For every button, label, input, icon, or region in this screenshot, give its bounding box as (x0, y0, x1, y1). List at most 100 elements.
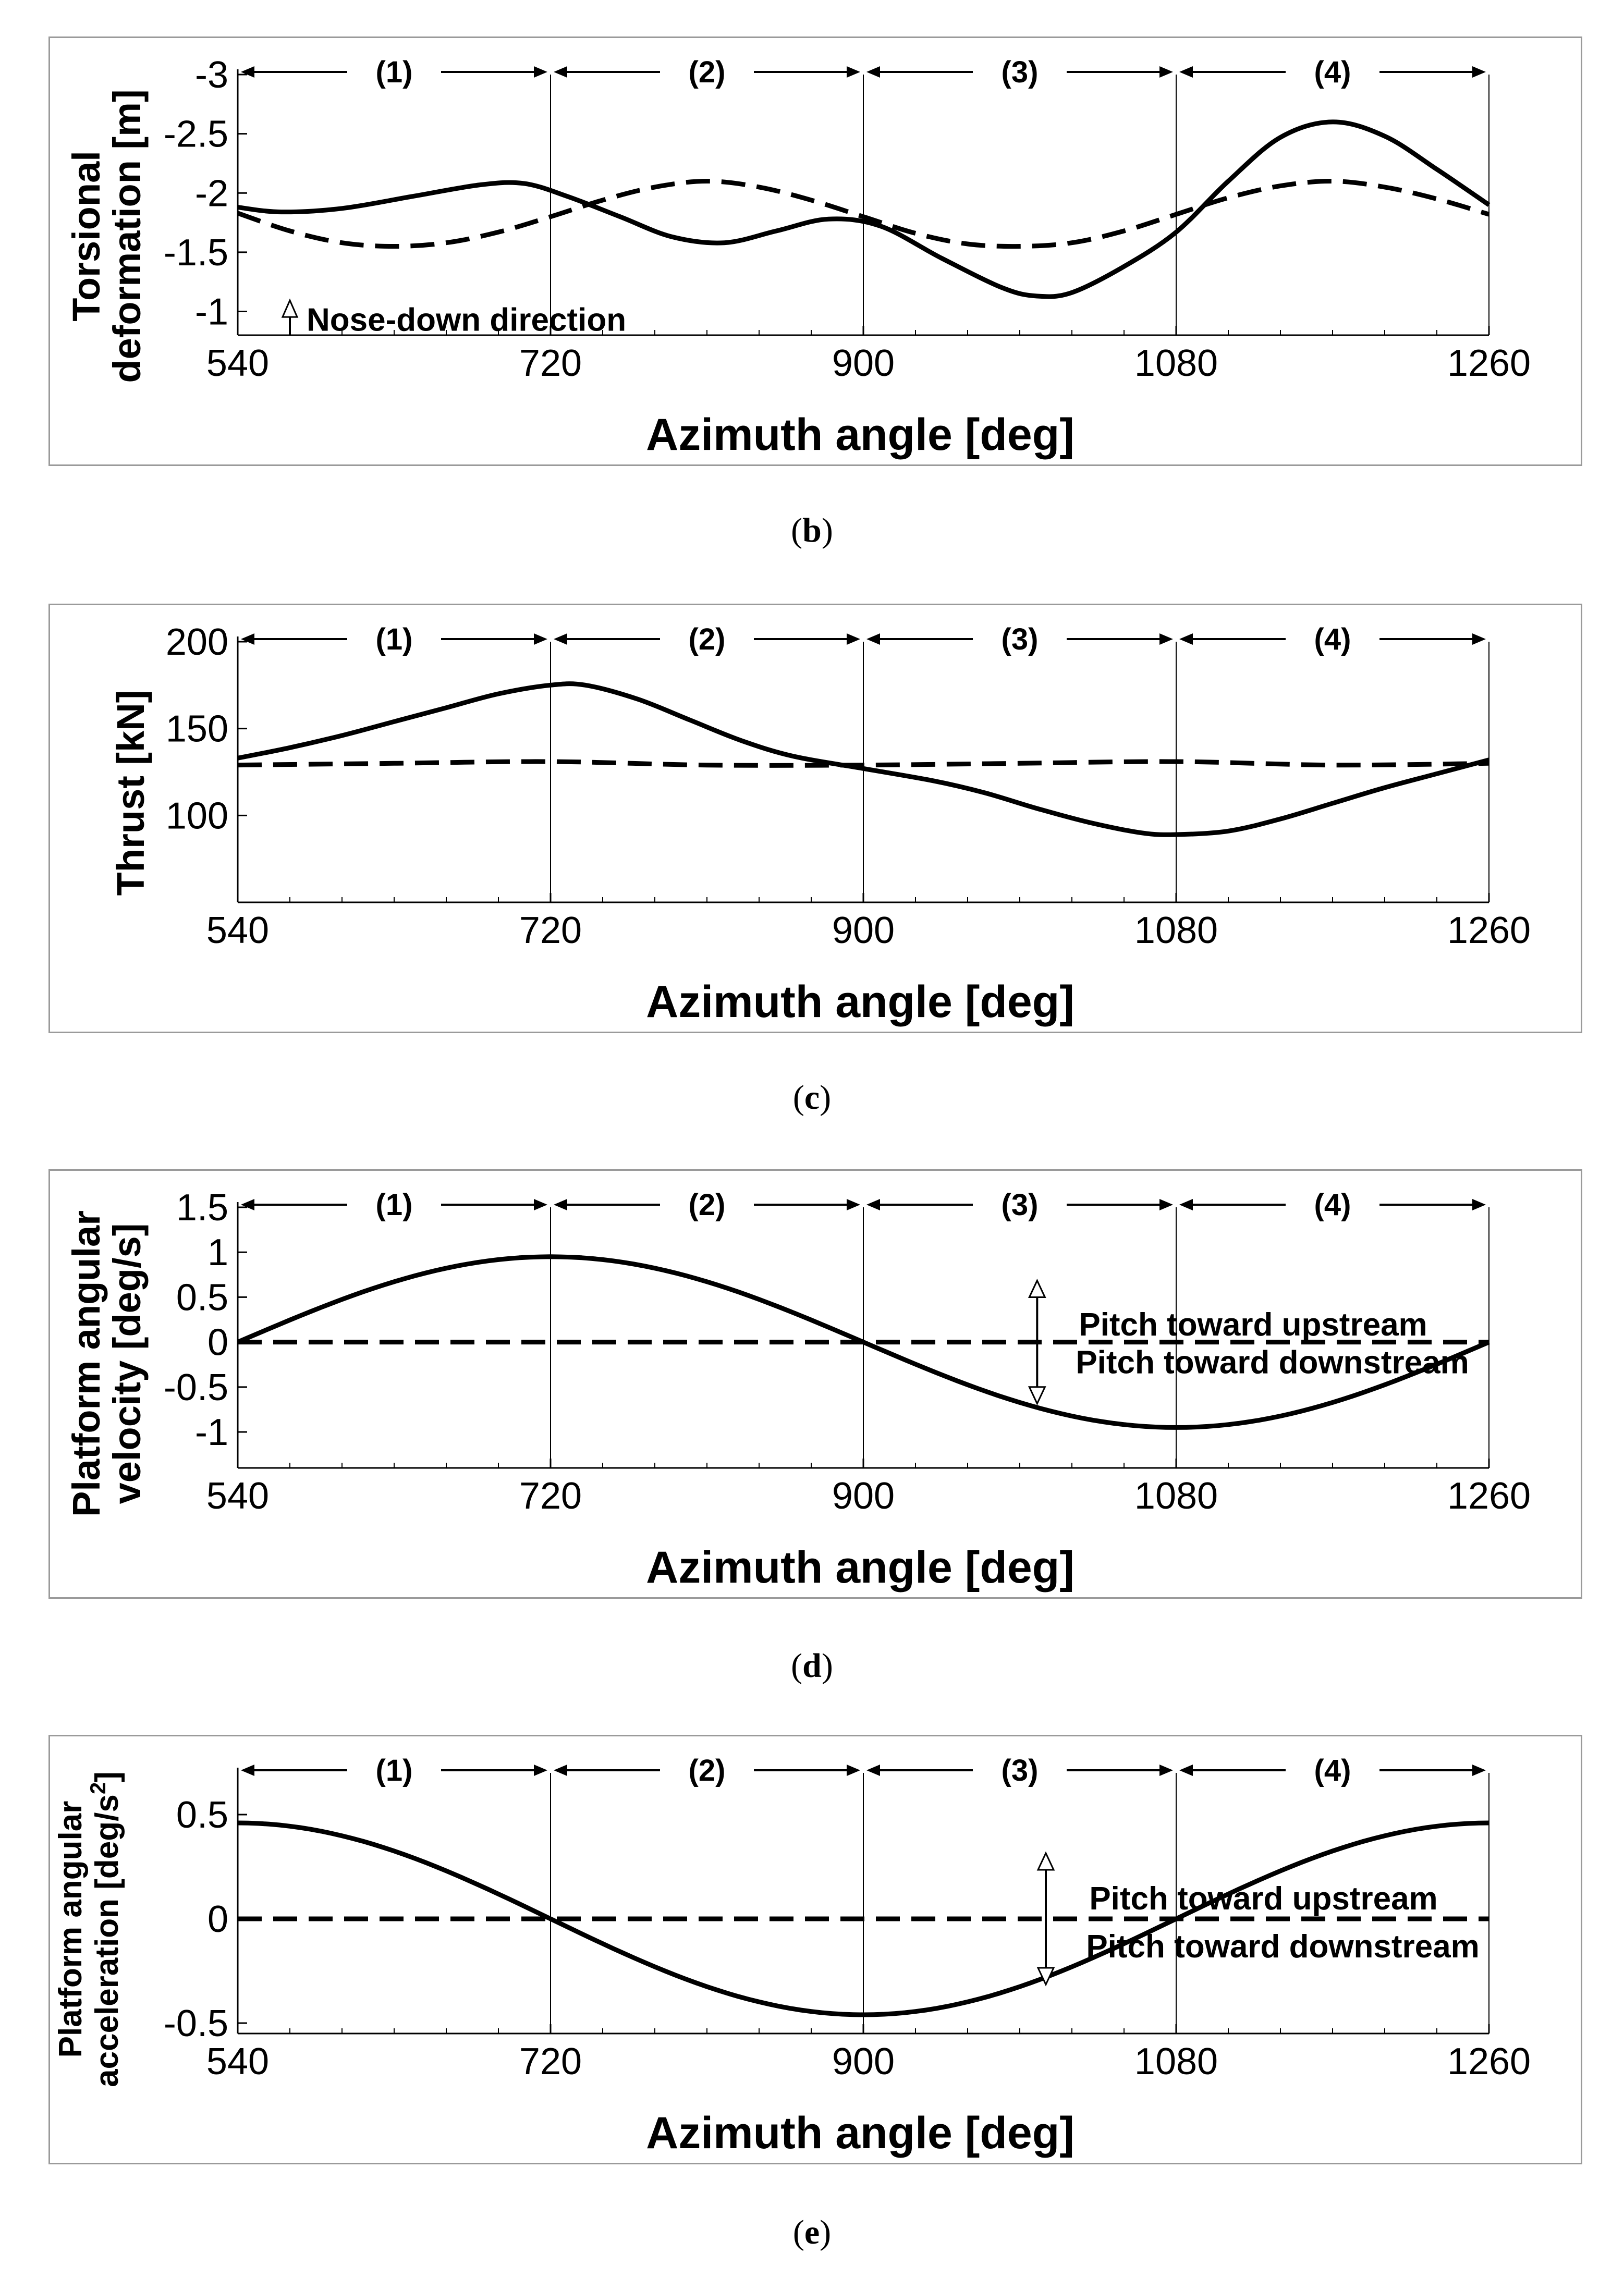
segment-arrowhead (866, 633, 880, 645)
segment-arrowhead (1472, 66, 1486, 78)
segment-arrowhead (554, 1199, 567, 1210)
segment-label: (2) (689, 1188, 726, 1222)
chart-b-svg: 540 720 900 1080 1260 -3 -2.5 -2 -1.5 -1 (1) (2) (3… (65, 54, 1531, 460)
y-axis-label: Platform angular (53, 1801, 89, 2058)
segment-arrowhead (534, 1199, 547, 1210)
caption-d: (d) (791, 1647, 833, 1685)
y-tick-label: 0.5 (176, 1277, 228, 1318)
pitch-upstream-label: Pitch toward upstream (1089, 1881, 1437, 1917)
segment-arrowhead (847, 633, 860, 645)
x-axis-label: Azimuth angle [deg] (646, 1542, 1074, 1593)
segment-arrowhead (866, 1765, 880, 1776)
segment-arrowhead (241, 633, 254, 645)
segment-label: (1) (376, 55, 413, 89)
segment-label: (1) (376, 622, 413, 656)
segment-label: (2) (689, 622, 726, 656)
segment-label: (3) (1002, 55, 1039, 89)
caption-e: (e) (792, 2213, 832, 2251)
segment-arrowhead (1159, 633, 1173, 645)
x-tick-label: 540 (206, 342, 269, 384)
x-tick-label: 540 (206, 1475, 269, 1517)
segment-arrowhead (1472, 1199, 1486, 1210)
segment-arrowhead (847, 66, 860, 78)
segment-arrowhead (847, 1765, 860, 1776)
x-tick-label: 1080 (1134, 910, 1218, 951)
chart-panel-d: 540 720 900 1080 1260 1.5 1 0.5 0 -0.5 -1 (1) (2) (3… (48, 1169, 1582, 1599)
chart-e-svg: 540 720 900 1080 1260 0.5 0 -0.5 (1) (2) (3) (4) Pi… (53, 1754, 1531, 2158)
y-tick-label: 0.5 (176, 1794, 228, 1836)
x-tick-label: 1080 (1134, 342, 1218, 384)
segment-arrowhead (866, 66, 880, 78)
y-tick-label: -2.5 (164, 114, 228, 155)
x-tick-label: 720 (519, 1475, 582, 1517)
segment-arrowhead (554, 66, 567, 78)
pitch-arrowhead-down (1036, 1967, 1055, 1987)
chart-panel-e: 540 720 900 1080 1260 0.5 0 -0.5 (1) (2) (3) (4) Pi… (48, 1735, 1582, 2164)
y-axis-label-line2: velocity [deg/s] (105, 1223, 149, 1504)
segment-arrowhead (847, 1199, 860, 1210)
segment-arrowhead (554, 633, 567, 645)
y-tick-label: 0 (207, 1322, 228, 1364)
x-tick-label: 1260 (1447, 1475, 1531, 1517)
segment-arrowhead (1179, 1199, 1193, 1210)
y-axis-label-superscript: 2 (86, 1782, 110, 1794)
series-line-dashed (237, 759, 1489, 768)
x-tick-label: 720 (519, 342, 582, 384)
x-axis-label: Azimuth angle [deg] (646, 410, 1074, 460)
chart-d-svg: 540 720 900 1080 1260 1.510.50-0.5-1 (1) (2) (3… (65, 1187, 1531, 1593)
y-tick-label: -0.5 (164, 2003, 228, 2044)
segment-arrowhead (554, 1765, 567, 1776)
x-tick-label: 1080 (1134, 1475, 1218, 1517)
segment-arrowhead (1159, 1199, 1173, 1210)
pitch-downstream-label: Pitch toward downstream (1086, 1929, 1479, 1965)
segment-arrowhead (1179, 1765, 1193, 1776)
y-tick-label: 100 (166, 795, 228, 837)
segment-arrowhead (1179, 633, 1193, 645)
segment-arrowhead (241, 1199, 254, 1210)
caption-b: (b) (791, 511, 833, 549)
segment-arrowhead (1159, 66, 1173, 78)
y-tick-label: -1 (195, 291, 228, 333)
x-tick-label: 1260 (1447, 342, 1531, 384)
segment-arrowhead (534, 633, 547, 645)
y-axis-label-main: acceleration [deg/s (89, 1794, 125, 2087)
y-tick-label: -1.5 (164, 232, 228, 274)
segment-arrowhead (241, 66, 254, 78)
pitch-arrowhead-up (1036, 1851, 1055, 1871)
segment-label: (2) (689, 55, 726, 89)
y-axis-label-close: ] (89, 1771, 125, 1782)
y-tick-label: 1.5 (176, 1187, 228, 1229)
x-tick-label: 1080 (1134, 2041, 1218, 2083)
pitch-arrowhead-up (1028, 1279, 1046, 1299)
y-axis-label: Torsional (65, 151, 108, 322)
segment-label: (4) (1314, 1188, 1351, 1222)
segment-arrowhead (241, 1765, 254, 1776)
segment-arrowhead (534, 66, 547, 78)
y-axis-label: Platform angular (65, 1210, 108, 1517)
segment-label: (3) (1002, 1188, 1039, 1222)
x-tick-label: 720 (519, 910, 582, 951)
x-axis-label: Azimuth angle [deg] (646, 977, 1074, 1027)
segment-arrowhead (1159, 1765, 1173, 1776)
x-tick-label: 900 (832, 2041, 895, 2083)
y-tick-label: 200 (166, 621, 228, 663)
y-axis-label-line2: deformation [m] (105, 89, 149, 383)
x-tick-label: 1260 (1447, 2041, 1531, 2083)
series-line-solid (237, 1820, 1489, 2017)
x-tick-label: 900 (832, 1475, 895, 1517)
x-axis-label: Azimuth angle [deg] (646, 2108, 1074, 2158)
pitch-upstream-label: Pitch toward upstream (1079, 1307, 1427, 1343)
chart-panel-c: 540 720 900 1080 1260 100 150 200 (1) (2) (3) (4) … (48, 604, 1582, 1033)
segment-label: (1) (376, 1188, 413, 1222)
y-tick-label: -2 (195, 173, 228, 214)
segment-label: (4) (1314, 622, 1351, 656)
segment-label: (4) (1314, 55, 1351, 89)
x-tick-label: 900 (832, 342, 895, 384)
y-tick-label: 1 (207, 1232, 228, 1273)
x-tick-label: 540 (206, 910, 269, 951)
y-tick-label: -1 (195, 1412, 228, 1453)
segment-label: (3) (1002, 1754, 1039, 1787)
y-tick-label: 0 (207, 1899, 228, 1940)
segment-label: (2) (689, 1754, 726, 1787)
